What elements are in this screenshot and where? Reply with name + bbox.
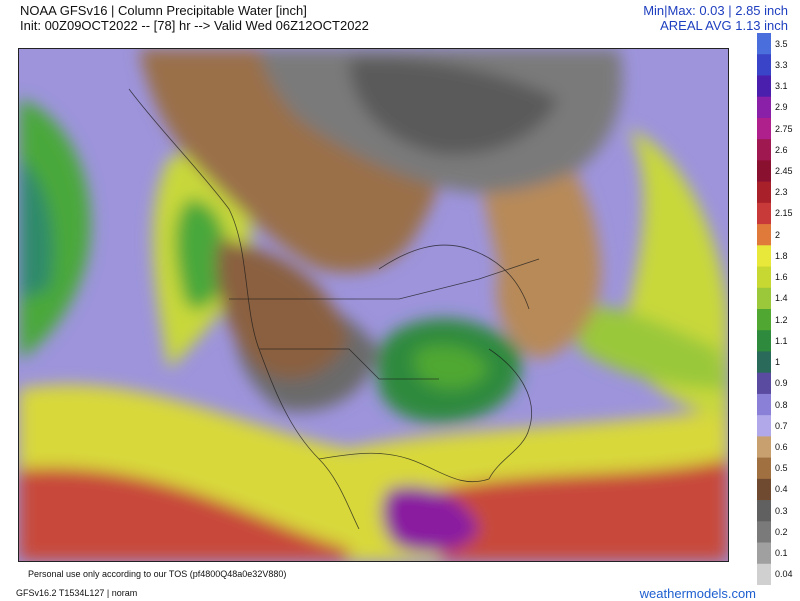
colorbar-tick-label: 0.8 <box>775 399 788 410</box>
colorbar-swatch <box>757 563 771 585</box>
colorbar-tick-label: 0.4 <box>775 484 788 495</box>
tos-note: Personal use only according to our TOS (… <box>28 569 287 579</box>
colorbar-tick-label: 2.45 <box>775 166 793 176</box>
colorbar-swatch <box>757 457 771 480</box>
colorbar-swatch <box>757 96 771 119</box>
colorbar-tick-label: 1.4 <box>775 293 788 304</box>
colorbar-swatch <box>757 75 771 98</box>
colorbar-tick-label: 2 <box>775 229 781 240</box>
colorbar-tick-label: 1.8 <box>775 250 788 261</box>
colorbar-swatch <box>757 351 771 374</box>
precipitable-water-map <box>18 48 729 562</box>
colorbar-swatch <box>757 393 771 416</box>
colorbar-tick-label: 1 <box>775 357 781 368</box>
map-title: NOAA GFSv16 | Column Precipitable Water … <box>20 3 307 18</box>
colorbar-tick-label: 1.2 <box>775 314 788 325</box>
map-subtitle: Init: 00Z09OCT2022 -- [78] hr --> Valid … <box>20 18 369 33</box>
colorbar-tick-label: 0.9 <box>775 378 788 389</box>
colorbar-tick-label: 0.3 <box>775 505 788 516</box>
colorbar-swatch <box>757 160 771 183</box>
colorbar-swatch <box>757 33 771 55</box>
colorbar-swatch <box>757 521 771 544</box>
colorbar-tick-label: 3.5 <box>775 38 788 49</box>
colorbar-tick-label: 2.15 <box>775 208 793 219</box>
areal-avg-readout: AREAL AVG 1.13 inch <box>660 18 788 33</box>
colorbar-swatch <box>757 330 771 353</box>
header-right: Min|Max: 0.03 | 2.85 inch AREAL AVG 1.13… <box>643 3 788 33</box>
colorbar-tick-label: 0.6 <box>775 442 788 452</box>
colorbar-swatch <box>757 139 771 161</box>
map-field <box>19 49 728 561</box>
colorbar-tick-label: 0.7 <box>775 420 788 431</box>
moisture-field <box>19 49 728 561</box>
colorbar-swatch <box>757 415 771 437</box>
model-id: GFSv16.2 T1534L127 | noram <box>16 588 138 598</box>
colorbar-swatch <box>757 372 771 395</box>
colorbar-tick-label: 2.6 <box>775 144 788 155</box>
header-left: NOAA GFSv16 | Column Precipitable Water … <box>20 3 369 33</box>
colorbar-swatch <box>757 542 771 565</box>
colorbar-tick-label: 1.1 <box>775 335 788 346</box>
colorbar-swatch <box>757 202 771 225</box>
colorbar-tick-label: 2.9 <box>775 102 788 113</box>
minmax-readout: Min|Max: 0.03 | 2.85 inch <box>643 3 788 18</box>
colorbar-swatch <box>757 224 771 246</box>
colorbar-tick-label: 0.04 <box>775 569 793 580</box>
colorbar-tick-label: 2.75 <box>775 123 793 134</box>
colorbar-swatch <box>757 117 771 140</box>
colorbar-swatch <box>757 54 771 77</box>
colorbar-tick-label: 0.2 <box>775 526 788 537</box>
colorbar-swatch <box>757 500 771 522</box>
colorbar-swatch <box>757 245 771 268</box>
colorbar-tick-label: 1.6 <box>775 272 788 283</box>
colorbar-labels: 3.5 3.3 3.1 2.9 2.75 2.6 2.45 2.3 2.15 2 1.8 1.6 1.4… <box>775 33 800 585</box>
colorbar <box>757 33 771 585</box>
colorbar-tick-label: 2.3 <box>775 187 788 198</box>
colorbar-tick-label: 3.3 <box>775 59 788 70</box>
borders <box>128 88 540 530</box>
colorbar-swatch <box>757 309 771 331</box>
colorbar-tick-label: 3.1 <box>775 81 788 92</box>
brand-link[interactable]: weathermodels.com <box>639 586 756 601</box>
colorbar-tick-label: 0.5 <box>775 463 788 474</box>
colorbar-swatch <box>757 478 771 501</box>
colorbar-tick-label: 0.1 <box>775 548 788 559</box>
colorbar-swatch <box>757 287 771 310</box>
colorbar-swatch <box>757 436 771 459</box>
colorbar-swatch <box>757 181 771 204</box>
colorbar-swatch <box>757 266 771 289</box>
